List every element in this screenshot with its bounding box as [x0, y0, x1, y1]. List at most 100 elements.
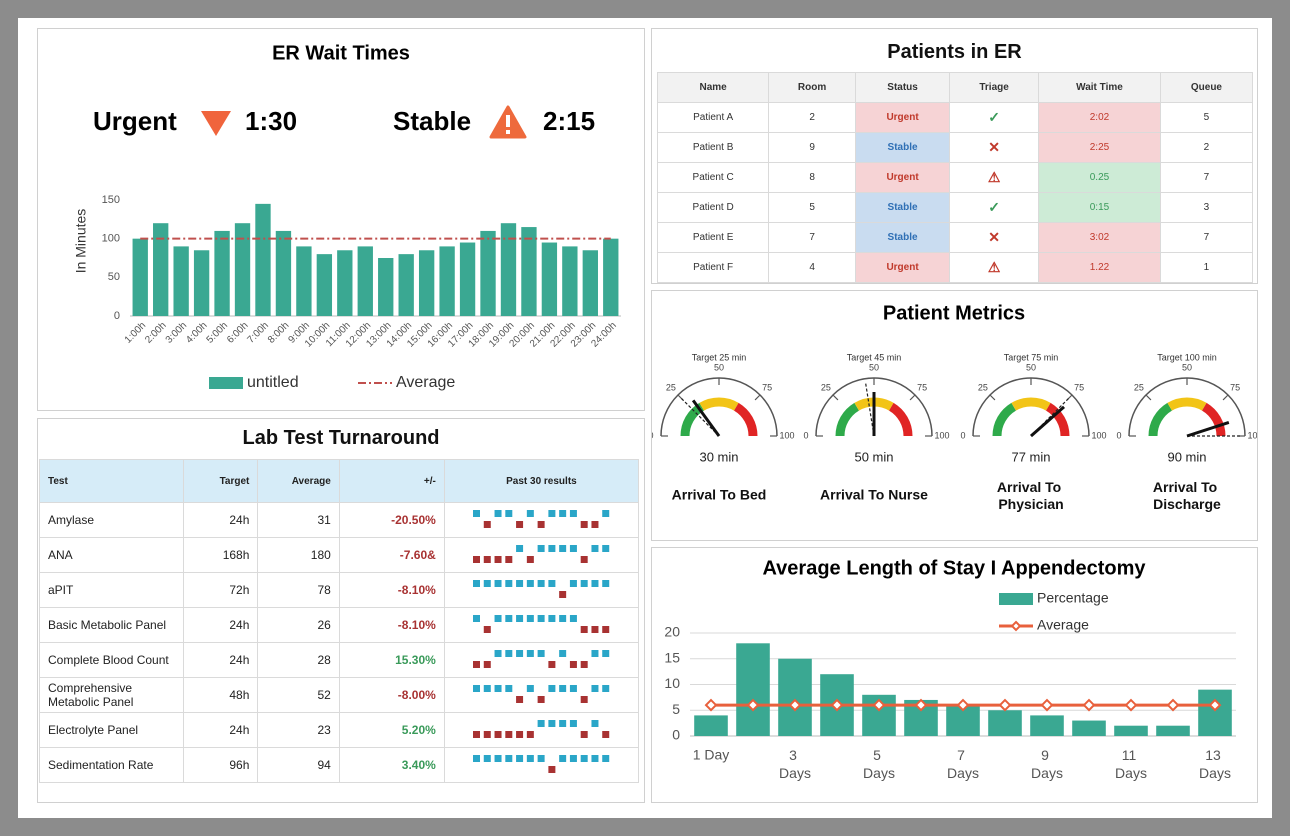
- value-label: 77 min: [1011, 449, 1050, 464]
- win-loss-mark: [591, 684, 599, 692]
- win-loss-mark: [591, 649, 599, 657]
- win-loss-mark: [516, 754, 524, 762]
- bar: [214, 230, 230, 316]
- win-loss-sparkline: [473, 544, 610, 563]
- difference: -8.10%: [338, 572, 445, 608]
- win-loss-mark: [570, 544, 578, 552]
- win-loss-mark: [548, 684, 556, 692]
- gauge-arc: [1128, 377, 1246, 437]
- panel-title: Patient Metrics: [883, 302, 1025, 324]
- win-loss-mark: [516, 544, 524, 552]
- bar: [275, 230, 292, 316]
- difference: 3.40%: [338, 747, 445, 783]
- y-tick-label: 50: [108, 271, 120, 283]
- gauge-name: Arrival To Bed: [672, 487, 767, 503]
- line-marker: [872, 698, 886, 712]
- gauge-name: Arrival To Nurse: [820, 487, 928, 503]
- win-loss-sparkline: [473, 719, 610, 738]
- kpi-value: 1:30: [245, 106, 297, 136]
- bar: [988, 710, 1022, 736]
- line-marker: [1082, 698, 1096, 712]
- wait-time: 2:02: [1038, 102, 1161, 133]
- room: 8: [768, 162, 856, 193]
- bar: [459, 242, 476, 316]
- patients-table: Name Room Status Triage Wait Time Queue Patien…: [656, 72, 1254, 283]
- column-header: Past 30 results: [443, 459, 640, 503]
- triage-icon: ✓: [949, 192, 1040, 223]
- x-tick-label: 2:00h: [143, 320, 168, 345]
- average: 31: [257, 502, 340, 538]
- win-loss-mark: [570, 509, 578, 517]
- average: 78: [257, 572, 340, 608]
- gauge-tick-label: 100: [1247, 430, 1257, 440]
- bar: [255, 203, 271, 316]
- win-loss-mark: [538, 754, 546, 762]
- target: 24h: [183, 502, 259, 538]
- win-loss-mark: [591, 719, 599, 727]
- y-tick-label: 10: [664, 675, 680, 691]
- win-loss-mark: [602, 579, 610, 587]
- header-row: Test Target Average +/- Past 30 results: [38, 459, 640, 503]
- win-loss-mark: [581, 520, 589, 528]
- win-loss-mark: [527, 684, 535, 692]
- patient-name: Patient D: [656, 192, 770, 223]
- win-loss-mark: [505, 730, 513, 738]
- win-loss-mark: [484, 754, 492, 762]
- line-marker: [1166, 698, 1180, 712]
- patient-row: Patient B 9 Stable ✕ 2:25 2: [656, 132, 1254, 163]
- patient-name: Patient F: [656, 252, 770, 283]
- gauge-tick-label: 25: [821, 382, 831, 392]
- win-loss-mark: [602, 684, 610, 692]
- y-tick-label: 20: [664, 624, 680, 640]
- win-loss-mark: [602, 544, 610, 552]
- gauge-tick-label: 25: [666, 382, 676, 392]
- win-loss-mark: [559, 544, 567, 552]
- gauge-tick-label: 25: [978, 382, 988, 392]
- target: 72h: [183, 572, 259, 608]
- win-loss-mark: [538, 544, 546, 552]
- target: 24h: [183, 642, 259, 678]
- x-tick-label: 7:00h: [245, 320, 270, 345]
- lab-row: ANA 168h 180 -7.60&: [38, 537, 640, 573]
- win-loss-mark: [581, 625, 589, 633]
- panel-title: Lab Test Turnaround: [242, 427, 440, 449]
- patients-panel: Patients in ER Name Room Status Triage Wait …: [651, 28, 1258, 284]
- bar: [736, 643, 770, 736]
- win-loss-mark: [505, 509, 513, 517]
- win-loss-mark: [581, 660, 589, 668]
- win-loss-mark: [570, 660, 578, 668]
- win-loss-mark: [473, 555, 481, 563]
- gauge-tick-label: 50: [1026, 362, 1036, 372]
- test-name: aPIT: [38, 572, 185, 608]
- win-loss-mark: [548, 544, 556, 552]
- x-tick-label: 1 Day: [693, 747, 730, 763]
- bar: [153, 223, 169, 316]
- triage-icon: ✓: [949, 102, 1040, 133]
- x-tick-label: 6:00h: [225, 320, 250, 345]
- legend-label: untitled: [247, 374, 299, 391]
- win-loss-mark: [581, 579, 589, 587]
- win-loss-mark: [505, 754, 513, 762]
- win-loss-mark: [505, 579, 513, 587]
- x-tick-label: 11 Days: [1115, 747, 1147, 781]
- win-loss-mark: [591, 520, 599, 528]
- kpi-value: 2:15: [543, 106, 595, 136]
- win-loss-mark: [473, 730, 481, 738]
- difference: -7.60&: [338, 537, 445, 573]
- lab-table: Test Target Average +/- Past 30 results Amyla…: [38, 459, 640, 783]
- wait-time: 1.22: [1038, 252, 1161, 283]
- win-loss-mark: [484, 660, 492, 668]
- triage-icon: ✕: [949, 132, 1040, 163]
- legend-swatch: [999, 593, 1033, 605]
- win-loss-mark: [527, 509, 535, 517]
- value-label: 30 min: [699, 449, 738, 464]
- gauge-band: [1148, 402, 1173, 437]
- patient-row: Patient F 4 Urgent ⚠ 1.22 1: [656, 252, 1254, 283]
- win-loss-mark: [516, 730, 524, 738]
- gauge-band: [1011, 397, 1051, 411]
- bar: [521, 227, 537, 316]
- target-needle: [680, 397, 720, 437]
- win-loss-mark: [527, 649, 535, 657]
- win-loss-mark: [591, 579, 599, 587]
- room: 9: [768, 132, 856, 163]
